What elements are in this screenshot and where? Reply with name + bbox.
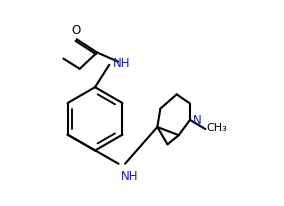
Text: N: N (193, 114, 201, 127)
Text: CH₃: CH₃ (206, 123, 227, 133)
Text: NH: NH (112, 57, 130, 70)
Text: NH: NH (120, 169, 138, 182)
Text: O: O (71, 24, 80, 37)
